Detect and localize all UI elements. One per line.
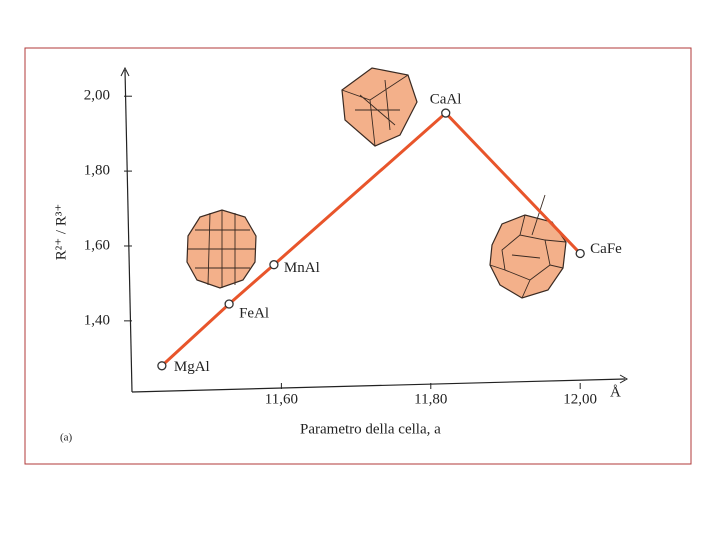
data-point [441,108,451,118]
point-label: CaAl [430,91,462,107]
polyhedron-icons [186,67,567,299]
y-axis [124,69,133,393]
x-tick-label: 11,60 [265,391,298,407]
x-unit: Å [610,384,621,400]
point-label: FeAl [239,305,269,321]
polyhedron-edges [341,74,409,147]
axis-arrows [120,66,629,384]
data-point [269,260,279,270]
panel-label: (a) [60,432,73,444]
point-label: MgAl [174,359,210,375]
x-tick-label: 11,80 [414,391,447,407]
x-tick-label: 12,00 [563,391,597,407]
x-axis-label: Parametro della cella, a [300,421,441,437]
x-axis [131,378,626,393]
point-label: MnAl [284,260,320,276]
polyhedron-edges [489,194,567,299]
polyhedron-edges [188,210,256,288]
point-label: CaFe [590,241,622,257]
y-tick-label: 1,40 [84,312,110,328]
data-point [157,361,167,371]
y-axis-label: R²⁺ / R³⁺ [53,204,69,261]
polyhedron [341,67,418,147]
data-point [575,248,585,259]
y-tick-label: 1,80 [84,163,110,179]
y-tick-label: 1,60 [84,237,110,253]
data-point [224,299,234,309]
y-tick-label: 2,00 [84,88,110,104]
